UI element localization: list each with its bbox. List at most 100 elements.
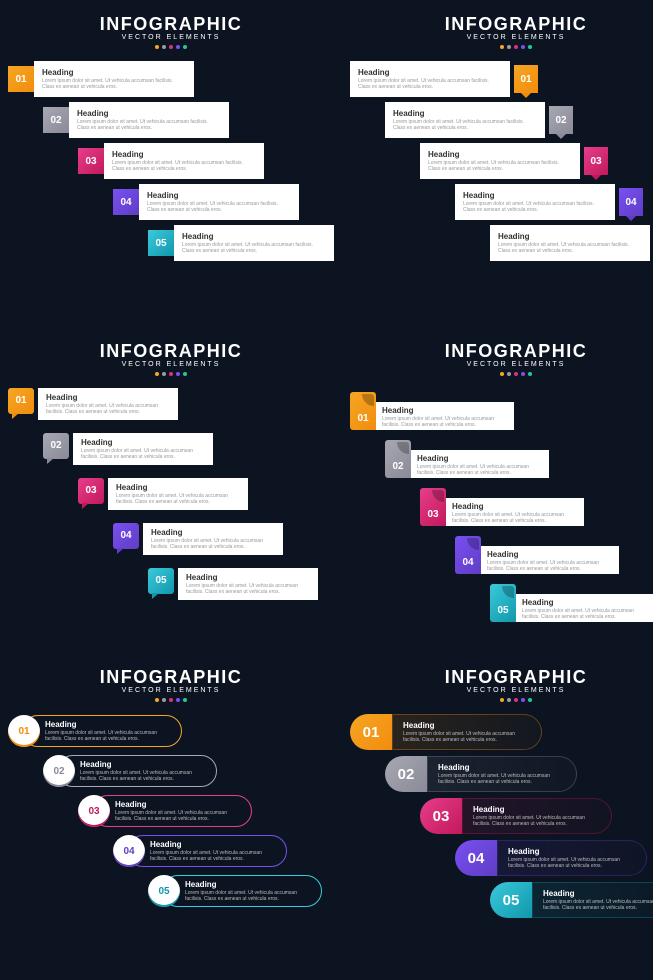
item-heading: Heading	[403, 721, 531, 730]
list-item: 01HeadingLorem ipsum dolor sit amet. Ut …	[8, 714, 334, 748]
item-body: Lorem ipsum dolor sit amet. Ut vehicula …	[81, 448, 205, 461]
item-card: HeadingLorem ipsum dolor sit amet. Ut ve…	[490, 225, 650, 261]
item-body: Lorem ipsum dolor sit amet. Ut vehicula …	[522, 608, 646, 621]
dot-icon	[514, 45, 518, 49]
title: INFOGRAPHIC	[8, 14, 334, 35]
item-card: HeadingLorem ipsum dolor sit amet. Ut ve…	[143, 523, 283, 555]
dot-icon	[169, 372, 173, 376]
dots	[350, 698, 653, 702]
dot-icon	[521, 372, 525, 376]
item-heading: Heading	[42, 68, 186, 77]
dot-icon	[514, 698, 518, 702]
item-card: HeadingLorem ipsum dolor sit amet. Ut ve…	[462, 798, 612, 834]
item-card: HeadingLorem ipsum dolor sit amet. Ut ve…	[108, 478, 248, 510]
item-card: HeadingLorem ipsum dolor sit amet. Ut ve…	[22, 715, 182, 747]
item-body: Lorem ipsum dolor sit amet. Ut vehicula …	[508, 857, 636, 870]
item-heading: Heading	[487, 550, 611, 559]
item-body: Lorem ipsum dolor sit amet. Ut vehicula …	[403, 731, 531, 744]
dot-icon	[155, 45, 159, 49]
list-item: 04HeadingLorem ipsum dolor sit amet. Ut …	[455, 532, 653, 574]
item-body: Lorem ipsum dolor sit amet. Ut vehicula …	[45, 730, 171, 743]
dot-icon	[183, 45, 187, 49]
item-body: Lorem ipsum dolor sit amet. Ut vehicula …	[382, 416, 506, 429]
number-badge: 04	[455, 536, 481, 574]
items-v1: 01HeadingLorem ipsum dolor sit amet. Ut …	[8, 61, 334, 261]
list-item: 02HeadingLorem ipsum dolor sit amet. Ut …	[43, 102, 334, 138]
item-heading: Heading	[116, 483, 240, 492]
item-body: Lorem ipsum dolor sit amet. Ut vehicula …	[428, 160, 572, 173]
list-item: 04HeadingLorem ipsum dolor sit amet. Ut …	[113, 184, 334, 220]
list-item: 01 HeadingLorem ipsum dolor sit amet. Ut …	[350, 714, 653, 750]
item-card: HeadingLorem ipsum dolor sit amet. Ut ve…	[139, 184, 299, 220]
number-badge: 05	[148, 568, 174, 594]
number-badge: 01	[514, 65, 538, 93]
dots	[8, 372, 334, 376]
item-body: Lorem ipsum dolor sit amet. Ut vehicula …	[358, 78, 502, 91]
number-badge: 03	[420, 798, 462, 834]
dot-icon	[183, 372, 187, 376]
item-body: Lorem ipsum dolor sit amet. Ut vehicula …	[498, 242, 642, 255]
title-block: INFOGRAPHIC VECTOR ELEMENTS	[8, 14, 334, 49]
dot-icon	[500, 698, 504, 702]
item-card: HeadingLorem ipsum dolor sit amet. Ut ve…	[420, 143, 580, 179]
number-badge: 01	[8, 388, 34, 414]
number-badge: 04	[113, 523, 139, 549]
items-v6: 01HeadingLorem ipsum dolor sit amet. Ut …	[350, 714, 653, 918]
item-card: HeadingLorem ipsum dolor sit amet. Ut ve…	[174, 225, 334, 261]
panel-v2: INFOGRAPHIC VECTOR ELEMENTS HeadingLorem…	[342, 0, 653, 327]
list-item: HeadingLorem ipsum dolor sit amet. Ut ve…	[420, 143, 653, 179]
dot-icon	[521, 45, 525, 49]
dot-icon	[507, 372, 511, 376]
dot-icon	[176, 45, 180, 49]
title: INFOGRAPHIC	[8, 667, 334, 688]
panel-v5: INFOGRAPHIC VECTOR ELEMENTS 01HeadingLor…	[0, 653, 342, 980]
item-heading: Heading	[186, 573, 310, 582]
panel-v3: INFOGRAPHIC VECTOR ELEMENTS 01HeadingLor…	[0, 327, 342, 654]
item-body: Lorem ipsum dolor sit amet. Ut vehicula …	[543, 899, 653, 912]
list-item: 02HeadingLorem ipsum dolor sit amet. Ut …	[385, 756, 653, 792]
item-heading: Heading	[417, 454, 541, 463]
item-card: HeadingLorem ipsum dolor sit amet. Ut ve…	[409, 450, 549, 478]
item-heading: Heading	[543, 889, 653, 898]
panel-v6: INFOGRAPHIC VECTOR ELEMENTS 01HeadingLor…	[342, 653, 653, 980]
dot-icon	[162, 698, 166, 702]
title-block: INFOGRAPHIC VECTOR ELEMENTS	[350, 14, 653, 49]
item-body: Lorem ipsum dolor sit amet. Ut vehicula …	[417, 464, 541, 477]
list-item: 04HeadingLorem ipsum dolor sit amet. Ut …	[113, 523, 334, 561]
item-body: Lorem ipsum dolor sit amet. Ut vehicula …	[182, 242, 326, 255]
item-heading: Heading	[46, 393, 170, 402]
dot-icon	[521, 698, 525, 702]
number-badge: 01	[350, 714, 392, 750]
item-card: HeadingLorem ipsum dolor sit amet. Ut ve…	[38, 388, 178, 420]
dot-icon	[514, 372, 518, 376]
item-heading: Heading	[393, 109, 537, 118]
item-body: Lorem ipsum dolor sit amet. Ut vehicula …	[80, 770, 206, 783]
title-block: INFOGRAPHIC VECTOR ELEMENTS	[8, 341, 334, 376]
item-heading: Heading	[358, 68, 502, 77]
list-item: 03HeadingLorem ipsum dolor sit amet. Ut …	[78, 143, 334, 179]
item-heading: Heading	[522, 598, 646, 607]
dot-icon	[162, 45, 166, 49]
title: INFOGRAPHIC	[350, 14, 653, 35]
number-badge: 02	[43, 433, 69, 459]
item-heading: Heading	[508, 847, 636, 856]
item-body: Lorem ipsum dolor sit amet. Ut vehicula …	[112, 160, 256, 173]
item-body: Lorem ipsum dolor sit amet. Ut vehicula …	[473, 815, 601, 828]
item-body: Lorem ipsum dolor sit amet. Ut vehicula …	[463, 201, 607, 214]
item-card: HeadingLorem ipsum dolor sit amet. Ut ve…	[69, 102, 229, 138]
item-card: HeadingLorem ipsum dolor sit amet. Ut ve…	[427, 756, 577, 792]
item-body: Lorem ipsum dolor sit amet. Ut vehicula …	[115, 810, 241, 823]
number-badge: 05	[490, 584, 516, 622]
dot-icon	[169, 45, 173, 49]
number-badge: 05	[490, 882, 532, 918]
subtitle: VECTOR ELEMENTS	[8, 34, 334, 41]
list-item: 02HeadingLorem ipsum dolor sit amet. Ut …	[385, 436, 653, 478]
item-card: HeadingLorem ipsum dolor sit amet. Ut ve…	[444, 498, 584, 526]
dot-icon	[507, 698, 511, 702]
infographic-grid: INFOGRAPHIC VECTOR ELEMENTS 01HeadingLor…	[0, 0, 653, 980]
list-item: 01HeadingLorem ipsum dolor sit amet. Ut …	[8, 61, 334, 97]
dot-icon	[528, 372, 532, 376]
title: INFOGRAPHIC	[350, 341, 653, 362]
item-body: Lorem ipsum dolor sit amet. Ut vehicula …	[150, 850, 276, 863]
list-item: 05HeadingLorem ipsum dolor sit amet. Ut …	[148, 568, 334, 606]
